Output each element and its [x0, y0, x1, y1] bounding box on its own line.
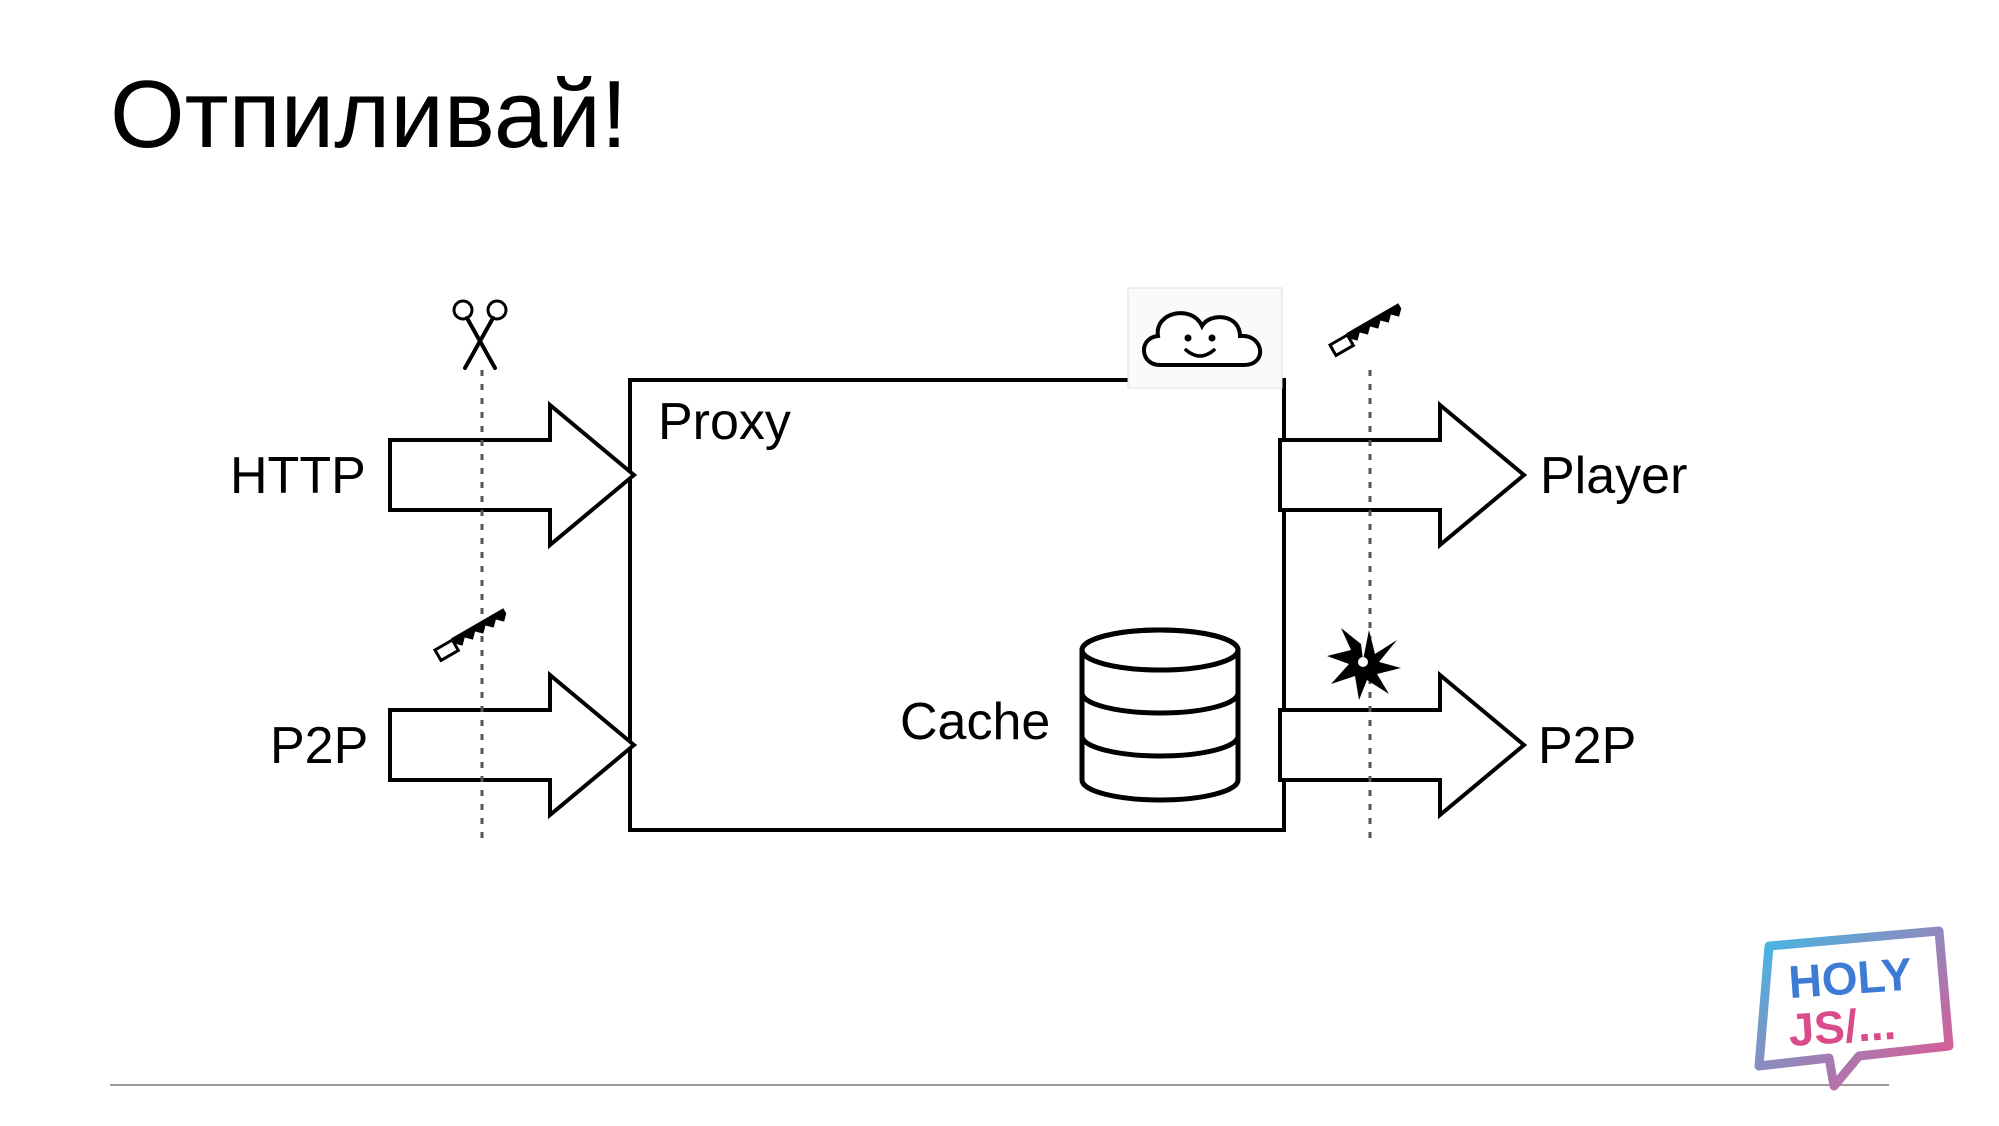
label-p2p-out: P2P [1538, 716, 1636, 776]
label-p2p-in: P2P [270, 716, 368, 776]
saw-icon [1329, 303, 1405, 355]
cloud-smile-icon [1128, 288, 1282, 388]
arrow-p2p-out [1280, 675, 1524, 815]
architecture-diagram: HTTP P2P Proxy Cache Player P2P [230, 280, 1770, 860]
saw-icon [434, 608, 510, 660]
arrow-http-in [390, 405, 634, 545]
circular-saw-icon [1327, 628, 1401, 700]
arrow-p2p-in [390, 675, 634, 815]
label-player: Player [1540, 446, 1687, 506]
label-http: HTTP [230, 446, 366, 506]
slide-title: Отпиливай! [110, 60, 628, 170]
logo-text-bottom: JS/... [1787, 997, 1898, 1056]
arrow-player-out [1280, 405, 1524, 545]
database-icon [1082, 630, 1238, 800]
holyjs-logo: HOLY JS/... [1739, 916, 1959, 1096]
label-proxy: Proxy [658, 392, 791, 452]
scissors-icon [454, 301, 506, 368]
slide-divider [110, 1084, 1889, 1086]
label-cache: Cache [900, 692, 1050, 752]
